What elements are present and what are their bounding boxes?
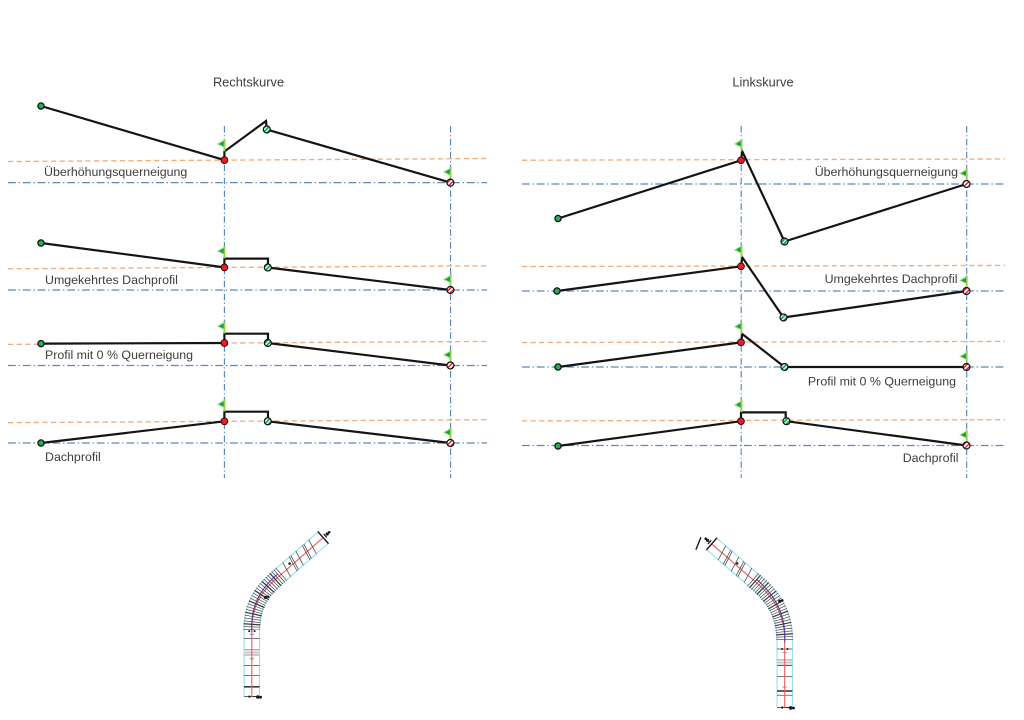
svg-text:Dachprofil: Dachprofil [45,450,101,464]
svg-text:Umgekehrtes Dachprofil: Umgekehrtes Dachprofil [825,272,958,286]
svg-text:Überhöhungsquerneigung: Überhöhungsquerneigung [44,165,187,179]
svg-text:Profil mit 0 % Querneigung: Profil mit 0 % Querneigung [808,375,956,389]
svg-text:Linkskurve: Linkskurve [732,75,793,90]
svg-text:Überhöhungsquerneigung: Überhöhungsquerneigung [815,165,958,179]
svg-text:Umgekehrtes Dachprofil: Umgekehrtes Dachprofil [45,273,178,287]
svg-text:Dachprofil: Dachprofil [903,451,959,465]
svg-text:Rechtskurve: Rechtskurve [213,75,284,90]
svg-text:Profil mit 0 % Querneigung: Profil mit 0 % Querneigung [45,348,193,362]
